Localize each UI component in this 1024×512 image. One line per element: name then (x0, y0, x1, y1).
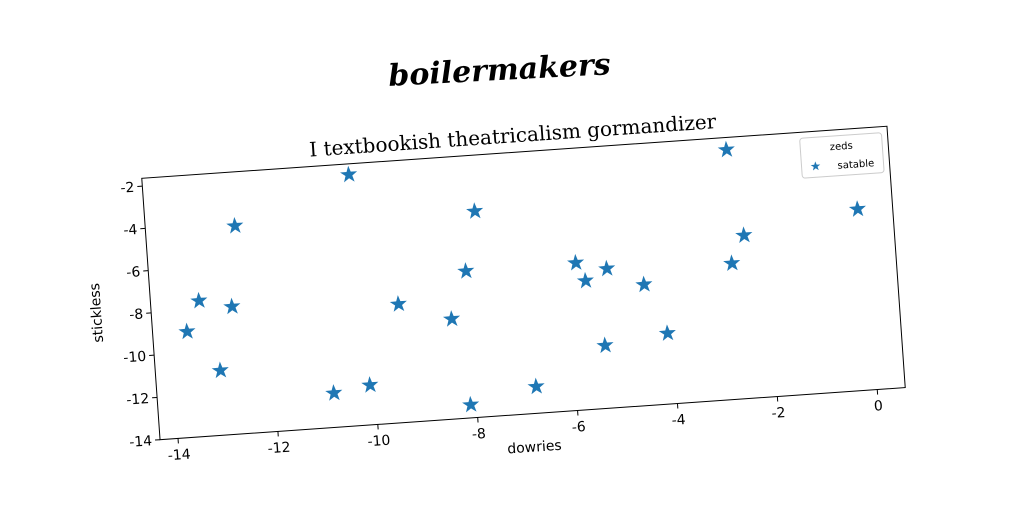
point (596, 336, 614, 354)
point (211, 361, 229, 379)
x-tick-label: -12 (267, 440, 291, 458)
point (361, 376, 379, 393)
legend-title: zeds (829, 141, 853, 154)
legend-marker (810, 161, 821, 171)
y-tick-label: -14 (129, 433, 153, 451)
y-tick-label: -8 (129, 307, 144, 324)
legend-box (799, 132, 885, 179)
point (190, 291, 208, 309)
x-tick-label: -6 (571, 419, 586, 436)
y-axis-label: stickless (87, 283, 107, 344)
point (723, 254, 741, 272)
y-tick-label: -10 (123, 349, 147, 367)
point (223, 297, 241, 315)
point (325, 384, 343, 401)
y-tick-label: -12 (126, 391, 150, 409)
point (576, 271, 594, 289)
point (466, 202, 484, 219)
point (178, 322, 196, 340)
point (635, 275, 653, 293)
point (457, 262, 475, 279)
point (658, 324, 676, 341)
y-tick-label: -4 (123, 222, 138, 239)
x-tick-label: -14 (167, 447, 191, 465)
legend-label: satable (837, 158, 874, 172)
point (848, 200, 866, 217)
plot-frame (141, 125, 906, 441)
x-tick-label: -2 (771, 405, 786, 422)
point (462, 395, 480, 413)
point (527, 377, 545, 395)
point (598, 259, 616, 277)
point (389, 295, 407, 312)
x-axis-label: dowries (507, 438, 562, 458)
point (442, 310, 461, 327)
x-tick-label: 0 (873, 398, 883, 415)
x-tick-label: -8 (471, 426, 486, 443)
y-tick-label: -6 (126, 264, 141, 281)
x-tick-label: -10 (367, 433, 391, 451)
point (340, 165, 358, 183)
x-tick-label: -4 (671, 412, 686, 429)
point (735, 226, 753, 244)
point (226, 216, 244, 234)
point (717, 140, 735, 158)
y-tick-label: -2 (120, 180, 135, 197)
point (567, 253, 585, 271)
